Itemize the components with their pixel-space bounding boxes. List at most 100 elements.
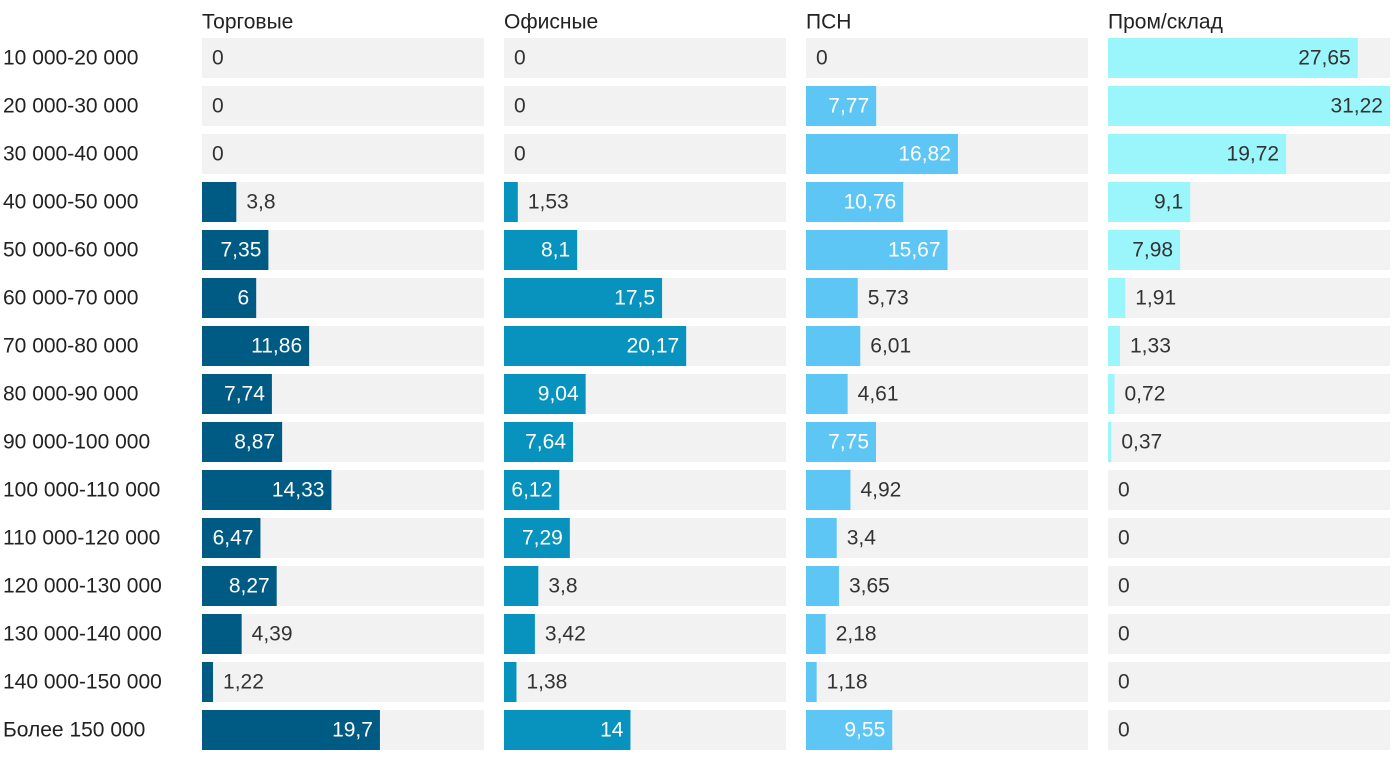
bar [202, 230, 269, 270]
value-label: 11,86 [251, 335, 302, 358]
bar [202, 182, 237, 222]
category-label: 30 000-40 000 [3, 143, 138, 166]
value-label: 19,72 [1227, 143, 1280, 166]
bar [806, 710, 893, 750]
value-label: 1,91 [1135, 287, 1176, 310]
bar [806, 518, 837, 558]
bar [504, 614, 535, 654]
value-label: 19,7 [332, 719, 373, 742]
value-label: 10,76 [844, 191, 897, 214]
bar-track [1108, 422, 1390, 462]
bar [504, 662, 517, 702]
bar-track [202, 86, 484, 126]
category-label: 20 000-30 000 [3, 95, 138, 118]
series-header: Офисные [504, 11, 598, 34]
bar [806, 374, 848, 414]
bar-track [806, 566, 1088, 606]
bar-track [504, 182, 786, 222]
bar-track [1108, 278, 1390, 318]
bar [504, 470, 560, 510]
bar [1108, 326, 1121, 366]
bar [806, 470, 851, 510]
value-label: 1,22 [223, 671, 264, 694]
bar-track [1108, 566, 1390, 606]
bar-track [1108, 614, 1390, 654]
category-label: 70 000-80 000 [3, 335, 138, 358]
bar [504, 422, 574, 462]
value-label: 14,33 [272, 479, 325, 502]
value-label: 7,35 [221, 239, 262, 262]
value-label: 0 [816, 47, 828, 70]
bar-track [1108, 710, 1390, 750]
value-label: 0 [212, 143, 224, 166]
category-label: 140 000-150 000 [3, 671, 162, 694]
value-label: 0 [1118, 479, 1130, 502]
value-label: 5,73 [868, 287, 909, 310]
value-label: 7,98 [1132, 239, 1173, 262]
bar-track [504, 566, 786, 606]
value-label: 7,75 [828, 431, 869, 454]
value-label: 2,18 [836, 623, 877, 646]
value-label: 20,17 [627, 335, 680, 358]
value-label: 0 [212, 95, 224, 118]
bar [202, 470, 332, 510]
bar-track [1108, 662, 1390, 702]
value-label: 0 [514, 47, 526, 70]
bar-track [504, 38, 786, 78]
bar [1108, 374, 1115, 414]
bar [202, 278, 257, 318]
category-label: 90 000-100 000 [3, 431, 150, 454]
value-label: 0 [514, 95, 526, 118]
bar [806, 134, 958, 174]
bar [202, 374, 272, 414]
value-label: 1,33 [1130, 335, 1171, 358]
category-label: 40 000-50 000 [3, 191, 138, 214]
bar [1108, 422, 1112, 462]
category-label: 80 000-90 000 [3, 383, 138, 406]
value-label: 0 [1118, 575, 1130, 598]
bar [1108, 134, 1287, 174]
value-label: 1,53 [528, 191, 569, 214]
bar [806, 614, 826, 654]
bar-track [806, 518, 1088, 558]
bar-track [202, 134, 484, 174]
value-label: 0 [514, 143, 526, 166]
value-label: 17,5 [614, 287, 655, 310]
bar [504, 278, 663, 318]
value-label: 3,8 [548, 575, 577, 598]
value-label: 7,74 [224, 383, 265, 406]
bar [806, 326, 861, 366]
bar [504, 326, 687, 366]
value-label: 3,8 [246, 191, 275, 214]
value-label: 31,22 [1330, 95, 1383, 118]
value-label: 0 [1118, 671, 1130, 694]
bar [806, 566, 839, 606]
bar-track [806, 374, 1088, 414]
bar [202, 566, 277, 606]
bar-track [202, 614, 484, 654]
category-label: 110 000-120 000 [3, 527, 160, 550]
bar [1108, 230, 1181, 270]
bar [202, 614, 242, 654]
value-label: 0,72 [1125, 383, 1166, 406]
value-label: 8,1 [541, 239, 570, 262]
bar [1108, 278, 1126, 318]
bar [202, 326, 310, 366]
bar [504, 566, 539, 606]
bar-track [504, 662, 786, 702]
value-label: 7,29 [522, 527, 563, 550]
value-label: 27,65 [1298, 47, 1351, 70]
bar-track [504, 134, 786, 174]
value-label: 4,92 [860, 479, 901, 502]
value-label: 0 [212, 47, 224, 70]
bar-track [202, 38, 484, 78]
value-label: 6,12 [511, 479, 552, 502]
value-label: 0 [1118, 623, 1130, 646]
bar [504, 374, 586, 414]
value-label: 6,01 [870, 335, 911, 358]
category-label: 60 000-70 000 [3, 287, 138, 310]
value-label: 3,42 [545, 623, 586, 646]
value-label: 9,04 [538, 383, 579, 406]
